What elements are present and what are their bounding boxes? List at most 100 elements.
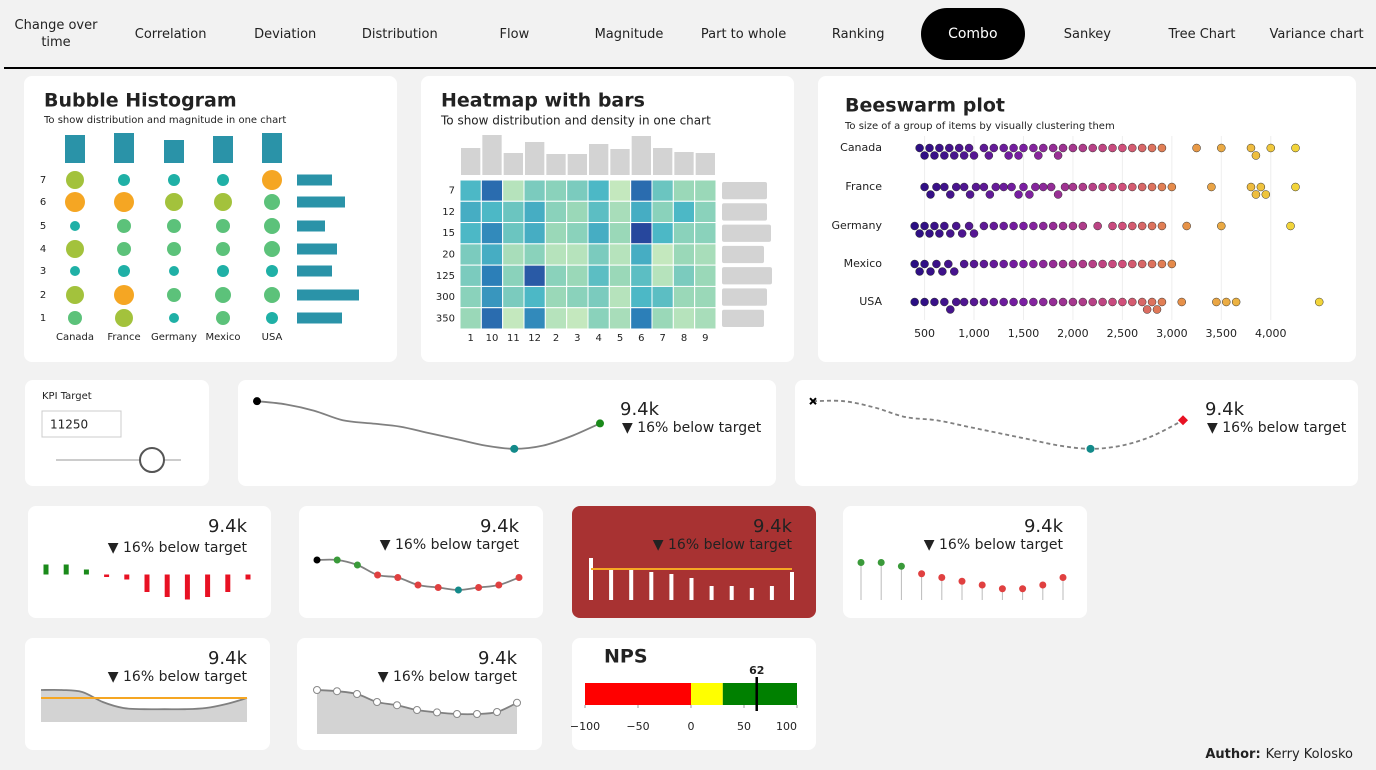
x-label: 6 — [638, 333, 644, 344]
kpi-value: 9.4k — [478, 648, 518, 669]
swarm-point — [1118, 297, 1127, 307]
column-bar — [695, 153, 715, 175]
nav-tab[interactable]: Part to whole — [700, 26, 787, 42]
bar — [769, 586, 774, 600]
swarm-point — [1128, 221, 1137, 231]
bubble — [167, 219, 181, 233]
nav-tab[interactable]: Flow — [499, 26, 530, 42]
x-label: 11 — [507, 333, 520, 344]
bubble — [264, 287, 280, 303]
swarm-point — [1039, 297, 1048, 307]
swarm-point — [1217, 221, 1226, 231]
swarm-point — [949, 151, 959, 160]
heat-cell — [544, 264, 568, 287]
swarm-point — [1029, 221, 1038, 231]
heat-cell — [459, 179, 482, 202]
swarm-point — [1068, 143, 1078, 153]
kpi-value: 9.4k — [1024, 516, 1064, 537]
author-name: Kerry Kolosko — [1266, 747, 1353, 762]
swarm-point — [1053, 190, 1063, 199]
nav-tab[interactable]: Variance chart — [1269, 26, 1364, 42]
swarm-point — [1157, 221, 1167, 231]
bubble — [66, 240, 84, 258]
bubble — [117, 219, 131, 233]
heat-cell — [630, 222, 653, 245]
point — [373, 698, 381, 706]
input-box[interactable] — [41, 410, 122, 438]
bar — [205, 574, 211, 597]
swarm-point — [1222, 297, 1231, 307]
start-marker — [809, 397, 817, 405]
kpi-value: 9.4k — [753, 516, 793, 537]
heat-cell — [502, 200, 525, 224]
swarm-point — [938, 267, 947, 276]
swarm-point — [1009, 297, 1018, 307]
nav-tab[interactable]: Change over time — [14, 18, 98, 50]
swarm-point — [1128, 182, 1137, 192]
swarm-point — [910, 259, 919, 269]
row-bar — [297, 312, 342, 324]
y-label: 4 — [40, 244, 46, 255]
bubble — [266, 312, 278, 324]
nav-tab[interactable]: Tree Chart — [1168, 26, 1236, 42]
bar — [245, 574, 251, 580]
kpi-value: 9.4k — [208, 516, 248, 537]
y-label: 7 — [449, 186, 455, 197]
start-marker — [253, 397, 261, 406]
heat-cell — [651, 243, 674, 266]
swarm-point — [951, 297, 961, 307]
swarm-point — [1152, 305, 1162, 314]
nav-tab[interactable]: Correlation — [134, 26, 207, 42]
heat-cell — [480, 285, 504, 309]
swarm-point — [979, 143, 989, 153]
swarm-point — [1137, 259, 1147, 269]
swarm-point — [959, 182, 969, 192]
bubble — [167, 288, 181, 302]
swarm-point — [1029, 259, 1038, 269]
nav-tab[interactable]: Ranking — [831, 26, 885, 42]
heat-cell — [630, 264, 653, 287]
point — [857, 559, 865, 566]
y-label: Germany — [831, 219, 882, 232]
x-tick-label: 4,000 — [1255, 327, 1287, 340]
x-label: 3 — [574, 333, 580, 344]
heat-cell — [694, 307, 717, 330]
heat-cell — [608, 200, 632, 224]
bubble — [264, 194, 280, 210]
slider-knob[interactable] — [139, 447, 165, 473]
bubble — [167, 242, 181, 256]
swarm-point — [1147, 182, 1157, 192]
heat-cell — [608, 307, 632, 330]
nav-tab[interactable]: Magnitude — [594, 26, 664, 42]
heat-cell — [480, 243, 504, 266]
swarm-point — [1157, 182, 1167, 192]
bar — [225, 574, 231, 592]
point — [453, 710, 461, 718]
bubble — [169, 313, 179, 323]
heat-cell — [630, 285, 653, 309]
point — [393, 701, 401, 710]
row-bar — [722, 224, 771, 242]
heat-cell — [566, 285, 589, 309]
point — [978, 581, 986, 589]
x-label: Mexico — [206, 332, 241, 343]
heat-cell — [608, 243, 632, 266]
nav-tab[interactable]: Distribution — [361, 26, 438, 42]
swarm-point — [964, 221, 974, 231]
heat-cell — [651, 264, 674, 287]
swarm-point — [1058, 259, 1068, 269]
heat-cell — [502, 307, 525, 330]
heat-cell — [502, 222, 525, 245]
nav-tab[interactable]: Combo — [920, 8, 1025, 60]
nav-tab[interactable]: Deviation — [254, 26, 317, 42]
heat-cell — [672, 285, 696, 309]
swarm-point — [989, 297, 999, 307]
bar — [184, 574, 190, 600]
nav-tab[interactable]: Sankey — [1063, 26, 1111, 42]
sparkline — [256, 400, 601, 450]
x-label: 2 — [553, 333, 559, 344]
swarm-point — [999, 259, 1008, 269]
swarm-point — [1078, 143, 1088, 153]
swarm-point — [1118, 259, 1127, 269]
column-bar — [525, 142, 545, 175]
